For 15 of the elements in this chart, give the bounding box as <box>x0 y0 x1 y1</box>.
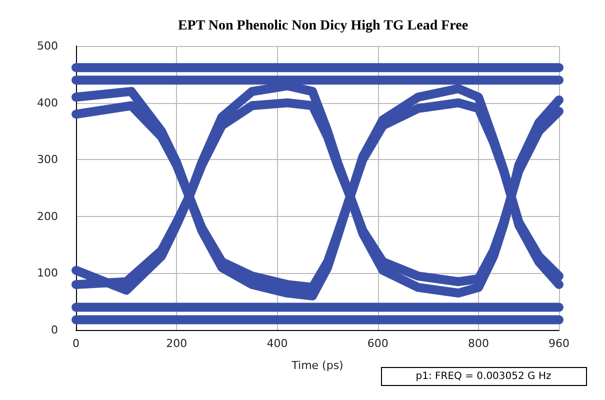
x-tick-label: 960 <box>548 337 570 350</box>
x-tick-label: 0 <box>72 337 80 350</box>
y-tick-label: 500 <box>37 40 58 52</box>
y-tick-label: 200 <box>37 210 58 223</box>
y-tick-label: 100 <box>37 266 58 280</box>
y-tick-label: 0 <box>51 324 58 336</box>
x-tick-label: 600 <box>367 337 388 350</box>
y-tick-label: 300 <box>37 153 58 166</box>
x-tick-label: 200 <box>166 337 188 350</box>
x-tick-label: 800 <box>468 337 489 350</box>
x-tick-label: 400 <box>266 337 288 350</box>
y-tick-label: 400 <box>37 96 58 110</box>
x-axis-title: Time (ps) <box>290 359 344 372</box>
chart-title: EPT Non Phenolic Non Dicy High TG Lead Free <box>178 18 468 34</box>
text: p1: FREQ = 0.003052 G Hz <box>416 371 552 382</box>
